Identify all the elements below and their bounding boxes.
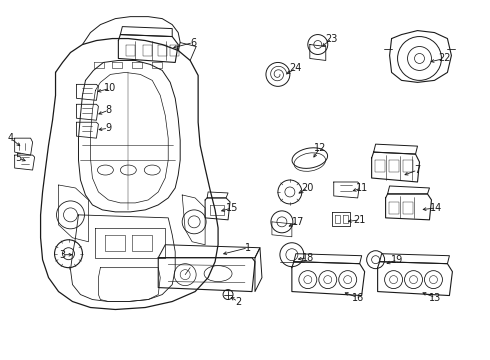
Text: 2: 2 — [235, 297, 241, 306]
Text: 11: 11 — [356, 183, 368, 193]
Text: 17: 17 — [292, 217, 304, 227]
Text: 1: 1 — [245, 243, 251, 253]
Text: 15: 15 — [226, 203, 238, 213]
Text: 24: 24 — [290, 63, 302, 73]
Text: 3: 3 — [59, 250, 66, 260]
Text: 21: 21 — [353, 215, 366, 225]
Text: 4: 4 — [8, 133, 14, 143]
Text: 8: 8 — [105, 105, 111, 115]
Text: 10: 10 — [104, 84, 117, 93]
Text: 14: 14 — [430, 203, 442, 213]
Text: 13: 13 — [429, 293, 441, 302]
Text: 9: 9 — [105, 123, 111, 133]
Text: 19: 19 — [392, 255, 404, 265]
Text: 20: 20 — [302, 183, 314, 193]
Text: 23: 23 — [325, 33, 338, 44]
Text: 5: 5 — [16, 153, 22, 163]
Text: 22: 22 — [438, 54, 451, 63]
Text: 6: 6 — [190, 37, 196, 48]
Text: 18: 18 — [302, 253, 314, 263]
Text: 16: 16 — [351, 293, 364, 302]
Text: 7: 7 — [415, 165, 420, 175]
Text: 12: 12 — [314, 143, 326, 153]
